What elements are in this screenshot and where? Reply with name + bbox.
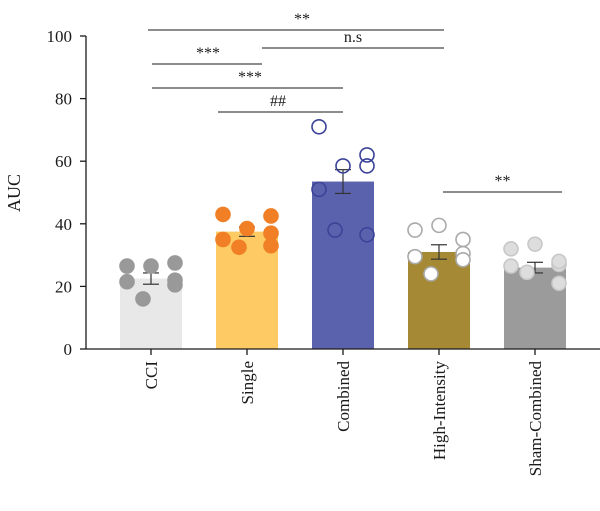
data-point-high-intensity <box>407 248 423 265</box>
data-point-cci <box>167 277 183 293</box>
data-point-sham-combined <box>551 275 567 292</box>
y-tick-label: 80 <box>55 90 72 109</box>
data-point-single <box>263 208 279 224</box>
bar-high-intensity <box>408 251 470 349</box>
data-point-cci <box>119 273 135 290</box>
y-tick-label: 20 <box>55 277 72 296</box>
significance-label: n.s <box>344 29 362 46</box>
y-tick-label: 40 <box>55 215 72 234</box>
x-tick-label-combined: Combined <box>334 361 353 432</box>
significance-group: ** n.s *** *** ## ** <box>148 11 562 193</box>
data-point-combined <box>311 118 327 135</box>
data-point-high-intensity <box>455 231 471 248</box>
error-bar-high-intensity <box>431 244 447 260</box>
data-point-cci <box>119 258 135 274</box>
significance-bracket: n.s <box>262 29 444 49</box>
y-tick-label: 60 <box>55 152 72 171</box>
y-tick-label: 0 <box>64 340 73 359</box>
data-point-single <box>231 239 247 256</box>
y-tick-label: 100 <box>47 27 73 46</box>
significance-label: *** <box>238 69 262 86</box>
data-point-single <box>215 206 231 223</box>
y-ticks-group: 0 20 40 60 80 100 <box>47 27 86 359</box>
data-point-sham-combined <box>527 236 543 252</box>
data-point-single <box>263 237 279 254</box>
x-labels-group: CCI Single Combined High-Intensity Sham-Comb… <box>142 349 545 476</box>
bar-combined <box>312 181 374 349</box>
data-point-combined <box>359 226 375 243</box>
data-point-cci <box>167 255 183 271</box>
data-point-single <box>239 220 255 237</box>
significance-bracket: ** <box>443 173 562 193</box>
significance-label: ## <box>270 93 286 110</box>
data-point-cci <box>135 291 151 307</box>
data-point-sham-combined <box>519 264 535 281</box>
data-point-cci <box>143 258 159 274</box>
data-point-combined <box>359 158 375 174</box>
significance-bracket: ** <box>148 11 444 31</box>
x-tick-label-cci: CCI <box>142 361 161 390</box>
significance-bracket: *** <box>152 69 343 89</box>
significance-label: *** <box>196 45 220 62</box>
x-tick-label-high-intensity: High-Intensity <box>430 361 449 461</box>
significance-bracket: *** <box>152 45 262 65</box>
data-point-sham-combined <box>551 253 567 270</box>
data-points-group <box>119 118 567 307</box>
data-point-sham-combined <box>503 241 519 257</box>
data-point-combined <box>311 181 327 198</box>
data-point-combined <box>327 222 343 238</box>
y-axis-label: AUC <box>4 174 24 212</box>
data-point-high-intensity <box>407 222 423 238</box>
data-point-single <box>215 231 231 248</box>
data-point-high-intensity <box>423 266 439 282</box>
data-point-high-intensity <box>455 251 471 268</box>
x-tick-label-sham-combined: Sham-Combined <box>526 361 545 477</box>
data-point-sham-combined <box>503 258 519 274</box>
data-point-combined <box>359 147 375 163</box>
bars-group <box>120 181 566 349</box>
x-tick-label-single: Single <box>238 361 257 404</box>
data-point-high-intensity <box>431 217 447 234</box>
significance-label: ** <box>495 173 511 190</box>
significance-label: ** <box>294 11 310 28</box>
data-point-combined <box>335 158 351 174</box>
significance-bracket: ## <box>218 93 343 113</box>
